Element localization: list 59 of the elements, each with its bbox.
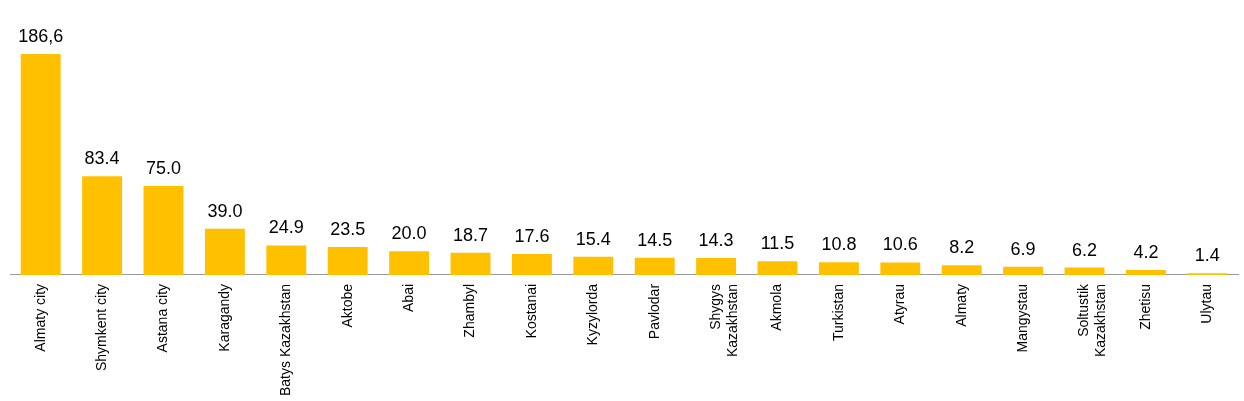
data-label: 39.0 (207, 200, 243, 221)
bar (82, 176, 123, 275)
data-label: 24.9 (268, 217, 304, 238)
data-label: 6.2 (1071, 239, 1098, 260)
bar (511, 254, 552, 275)
bar (389, 251, 430, 275)
x-tick-label: Almaty city (31, 283, 48, 352)
x-tick-label: Abai (399, 283, 416, 312)
x-tick-label: Turkistan (829, 283, 846, 341)
x-tick-label: Zhambyl (461, 283, 478, 338)
bar (1125, 269, 1166, 275)
bar (1003, 266, 1044, 275)
bar (696, 258, 737, 275)
x-tick-label: Kostanai (522, 283, 539, 339)
x-tick-label: Ulytau (1198, 283, 1215, 324)
bar (1064, 267, 1105, 275)
data-label: 83.4 (84, 148, 120, 169)
data-label: 186,6 (18, 25, 64, 46)
data-label: 18.7 (452, 224, 489, 245)
bar (450, 252, 491, 275)
data-label: 20.0 (391, 223, 427, 244)
x-tick-label: Shymkent city (92, 283, 109, 372)
data-label: 6.9 (1010, 238, 1036, 259)
data-label: 10.8 (821, 234, 857, 255)
bar (327, 247, 368, 275)
data-label: 14.3 (698, 229, 734, 250)
x-tick-label: Pavlodar (645, 283, 662, 340)
data-label: 23.5 (330, 219, 366, 240)
bar (20, 53, 61, 275)
x-tick-label: Karagandy (215, 283, 232, 352)
bar (818, 262, 859, 275)
bar (941, 265, 982, 275)
bar (573, 256, 614, 275)
data-label: 4.2 (1133, 241, 1159, 262)
data-label: 75.0 (145, 158, 182, 179)
x-tick-label: Almaty (952, 283, 969, 327)
bar (634, 257, 675, 275)
x-tick-label: Mangystau (1013, 283, 1030, 353)
data-label: 14.5 (637, 229, 673, 250)
data-label: 15.4 (575, 228, 611, 249)
x-tick-label: Atyrau (891, 283, 908, 325)
data-label: 10.6 (882, 234, 918, 255)
x-tick-label: Akmola (768, 283, 785, 331)
x-tick-label: Soltustik Kazakhstan (1075, 282, 1109, 358)
x-tick-label: Aktobe (338, 283, 355, 328)
bar (143, 186, 184, 275)
x-tick-label: Zhetisu (1136, 283, 1153, 330)
x-tick-label: Astana city (154, 283, 171, 353)
bar (204, 228, 245, 275)
x-tick-label: Kyzylorda (584, 283, 601, 346)
data-label: 11.5 (760, 233, 795, 254)
data-label: 1.4 (1194, 245, 1220, 266)
data-label: 8.2 (949, 237, 975, 258)
x-tick-label: Shygys Kazakhstan (706, 283, 740, 358)
bar (266, 245, 307, 275)
bar (757, 261, 798, 275)
x-tick-label: Batys Kazakhstan (277, 283, 294, 396)
bar (880, 262, 921, 275)
data-label: 17.6 (514, 226, 550, 247)
